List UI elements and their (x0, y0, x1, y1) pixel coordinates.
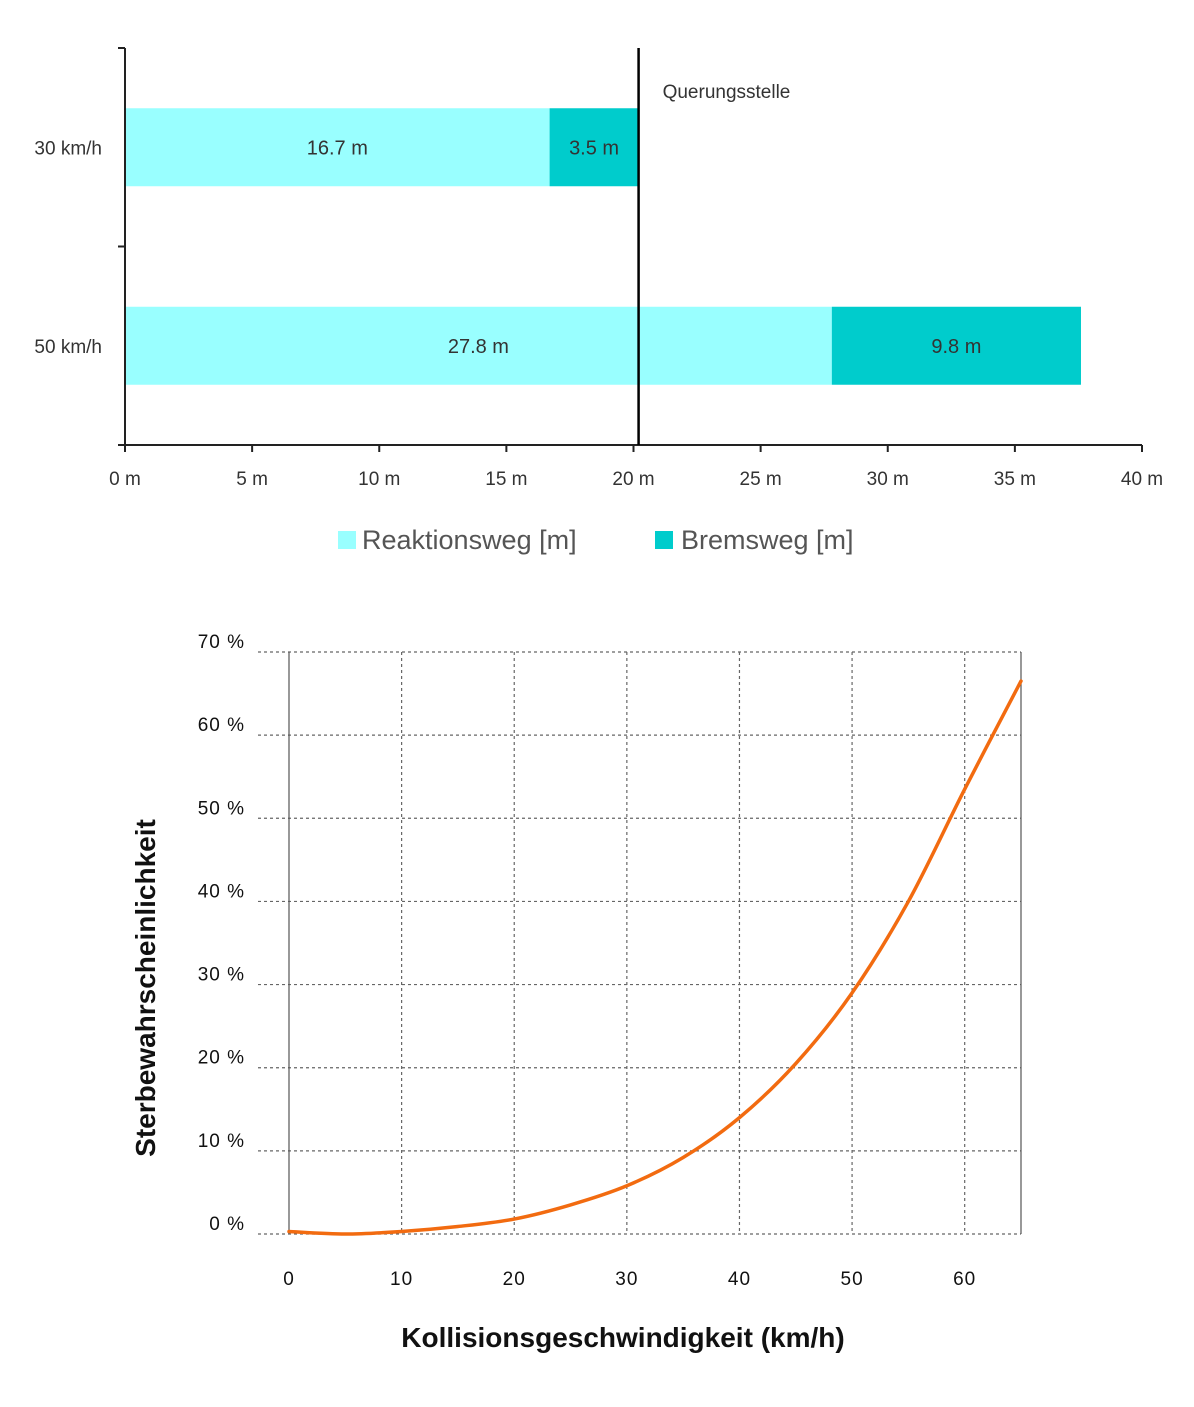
category-label: 30 km/h (34, 138, 102, 159)
x-tick-label: 20 m (612, 469, 654, 490)
x-tick-label: 20 (503, 1269, 526, 1290)
y-tick-label: 50 % (198, 798, 245, 819)
y-tick-label: 60 % (198, 715, 245, 736)
x-tick-label: 40 (728, 1269, 751, 1290)
x-tick-label: 40 m (1121, 469, 1163, 490)
x-tick-label: 30 m (867, 469, 909, 490)
x-tick-label: 0 m (109, 469, 141, 490)
stopping-distance-chart: 16.7 m 3.5 m 30 km/h 27.8 m 9.8 m 50 km/h 0 m 5… (34, 47, 1163, 555)
bar-bremsweg-0 (549, 108, 639, 187)
legend-swatch-reaktionsweg (338, 531, 356, 549)
x-tick-label: 25 m (740, 469, 782, 490)
legend-label-reaktionsweg: Reaktionsweg [m] (362, 525, 577, 555)
y-tick-label: 10 % (198, 1131, 245, 1152)
y-tick-label: 70 % (198, 632, 245, 653)
y-tick-label: 30 % (198, 965, 245, 986)
bar-value-label: 3.5 m (569, 137, 619, 159)
y-tick-label: 0 % (209, 1214, 245, 1235)
y-axis-title: Sterbewahrscheinlichkeit (130, 819, 161, 1157)
bar-value-label: 16.7 m (307, 137, 368, 159)
y-tick-label: 40 % (198, 881, 245, 902)
bar-value-label: 27.8 m (448, 336, 509, 358)
legend-swatch-bremsweg (655, 531, 673, 549)
legend-label-bremsweg: Bremsweg [m] (681, 525, 854, 555)
bar-reaktionsweg-0 (125, 108, 550, 187)
x-axis-title: Kollisionsgeschwindigkeit (km/h) (401, 1322, 844, 1353)
fatality-curve (287, 679, 1023, 1236)
x-tick-label: 60 (953, 1269, 976, 1290)
bar-bremsweg-1 (831, 306, 1081, 385)
fatality-probability-chart: 0 % 10 % 20 % 30 % 40 % 50 % 60 % 70 % 0 10 20 30 40… (130, 632, 1023, 1353)
x-tick-label: 30 (615, 1269, 638, 1290)
y-tick-label: 20 % (198, 1048, 245, 1069)
x-tick-label: 5 m (236, 469, 268, 490)
x-tick-label: 15 m (485, 469, 527, 490)
x-tick-label: 10 m (358, 469, 400, 490)
bar-value-label: 9.8 m (931, 336, 981, 358)
x-tick-label: 10 (390, 1269, 413, 1290)
bar-reaktionsweg-1 (125, 306, 832, 385)
querungsstelle-label: Querungsstelle (663, 82, 791, 103)
category-label: 50 km/h (34, 337, 102, 358)
x-tick-label: 0 (283, 1269, 295, 1290)
x-tick-label: 35 m (994, 469, 1036, 490)
x-tick-label: 50 (841, 1269, 864, 1290)
